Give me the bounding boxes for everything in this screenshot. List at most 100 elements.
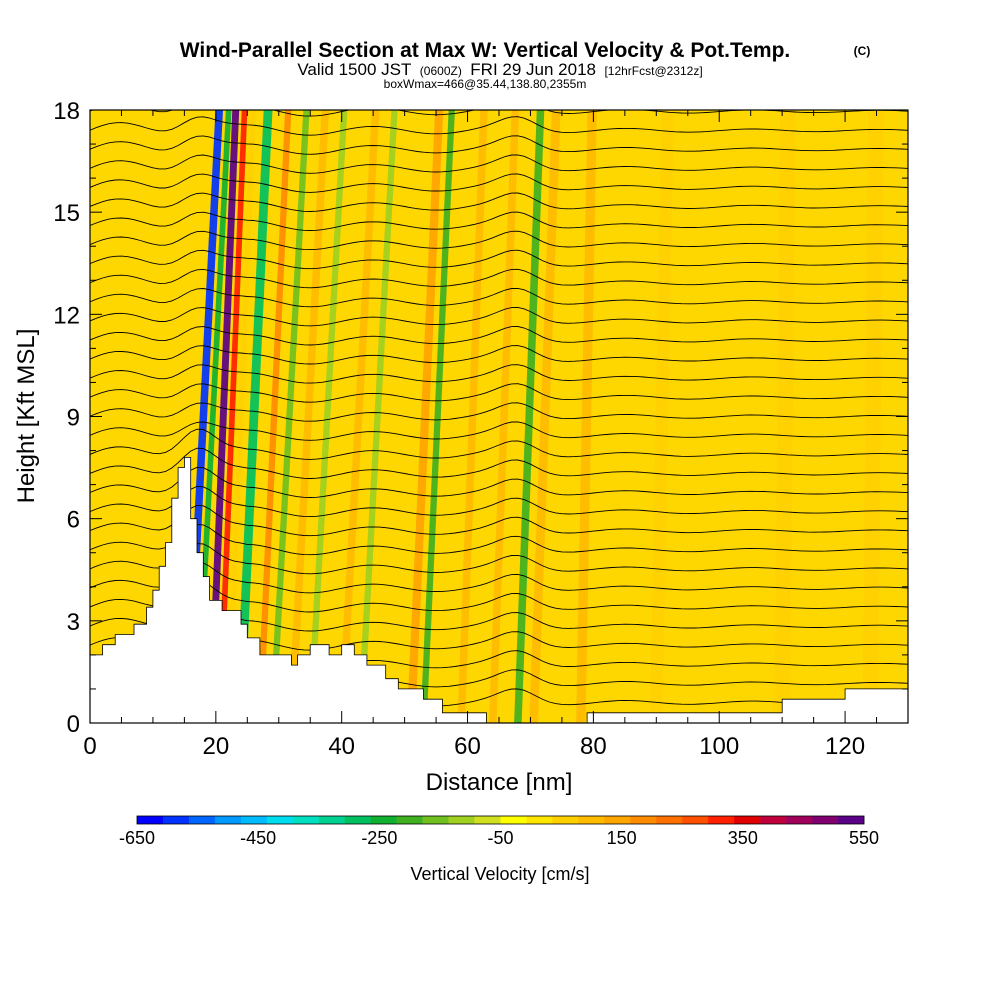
theta-contour-8 — [90, 524, 908, 556]
colorbar-tick-label: -450 — [240, 828, 276, 848]
theta-contour-16 — [90, 383, 908, 403]
x-tick-label: 20 — [202, 733, 229, 760]
theta-contour-27 — [90, 173, 908, 193]
x-axis-title: Distance [nm] — [426, 769, 573, 796]
theta-contour-10 — [90, 485, 908, 518]
x-tick-label: 80 — [580, 733, 607, 760]
velocity-band-4 — [225, 110, 257, 723]
x-tick-label: 0 — [83, 733, 96, 760]
colorbar-swatch — [396, 816, 423, 824]
colorbar-swatch — [552, 816, 579, 824]
colorbar-swatch — [838, 816, 865, 824]
valid-fcst: [12hrFcst@2312z] — [604, 64, 702, 78]
theta-contour-11 — [90, 466, 908, 498]
colorbar-swatch — [786, 816, 813, 824]
valid-line: Valid 1500 JST (0600Z) FRI 29 Jun 2018 [… — [297, 60, 702, 79]
colorbar-swatch — [266, 816, 294, 824]
colorbar-swatch — [292, 816, 320, 824]
velocity-band-17 — [529, 110, 561, 723]
theta-contour-12 — [90, 447, 908, 479]
y-tick-label: 15 — [53, 200, 80, 227]
theta-contour-20 — [90, 306, 908, 327]
x-tick-label: 120 — [825, 733, 865, 760]
colorbar-title: Vertical Velocity [cm/s] — [410, 864, 589, 884]
velocity-band-9 — [307, 110, 348, 723]
valid-date: FRI 29 Jun 2018 — [470, 60, 596, 79]
colorbar-swatch — [162, 816, 190, 824]
y-tick-label: 0 — [67, 711, 80, 738]
colorbar-tick-label: 550 — [849, 828, 879, 848]
y-axis: 0 3 6 9 12 15 18 — [53, 98, 908, 738]
box-info: boxWmax=466@35.44,138.80,2355m — [384, 77, 587, 91]
colorbar-swatch — [188, 816, 216, 824]
theta-contour-25 — [90, 211, 908, 231]
theta-contour-30 — [90, 116, 908, 136]
theta-contour-6 — [90, 562, 908, 594]
velocity-band-2 — [207, 110, 240, 723]
colorbar-tick-label: -50 — [487, 828, 513, 848]
colorbar-swatch — [734, 816, 761, 824]
colorbar — [136, 815, 865, 825]
terrain-mask — [90, 457, 908, 723]
theta-contour-5 — [90, 581, 908, 613]
velocity-band-6 — [256, 110, 292, 723]
velocity-band-7 — [269, 110, 310, 723]
colorbar-tick-label: 350 — [728, 828, 758, 848]
theta-contour-23 — [90, 249, 908, 270]
velocity-band-10 — [337, 110, 380, 723]
colorbar-swatch — [656, 816, 683, 824]
colorbar-frame — [136, 815, 865, 825]
velocity-band-15 — [488, 110, 520, 723]
velocity-band-13 — [420, 110, 455, 723]
colorbar-tick-label: -650 — [119, 828, 155, 848]
y-tick-label: 6 — [67, 507, 80, 534]
velocity-band-12 — [406, 110, 444, 723]
theta-contour-28 — [90, 154, 908, 174]
theta-contour-15 — [90, 402, 908, 422]
velocity-band-3 — [216, 110, 248, 723]
colorbar-swatch — [708, 816, 735, 824]
colorbar-swatch — [344, 816, 371, 824]
colorbar-swatch — [578, 816, 605, 824]
theta-contour-18 — [90, 345, 908, 365]
theta-contour-22 — [90, 268, 908, 289]
colorbar-tick-label: -250 — [361, 828, 397, 848]
chart-title: Wind-Parallel Section at Max W: Vertical… — [180, 39, 791, 62]
theta-contour-17 — [90, 364, 908, 384]
theta-contour-26 — [90, 192, 908, 212]
velocity-band-11 — [357, 110, 398, 723]
title-mark: (C) — [854, 44, 871, 58]
colorbar-swatch — [500, 816, 527, 824]
y-tick-label: 12 — [53, 302, 80, 329]
colorbar-swatch — [526, 816, 553, 824]
theta-contour-14 — [90, 421, 908, 441]
colorbar-swatch — [682, 816, 709, 824]
x-tick-label: 40 — [328, 733, 355, 760]
colorbar-swatch — [318, 816, 346, 824]
valid-prefix: Valid 1500 JST — [297, 60, 411, 79]
colorbar-tick-label: 150 — [607, 828, 637, 848]
colorbar-swatch — [137, 816, 164, 824]
x-tick-label: 100 — [699, 733, 739, 760]
velocity-band-18 — [576, 110, 597, 723]
colorbar-swatch — [214, 816, 242, 824]
colorbar-swatch — [474, 816, 501, 824]
theta-contour-13 — [90, 428, 908, 460]
valid-utc: (0600Z) — [420, 64, 462, 78]
colorbar-swatch — [370, 816, 397, 824]
theta-contour-24 — [90, 230, 908, 251]
y-tick-label: 9 — [67, 405, 80, 432]
theta-contour-19 — [90, 326, 908, 346]
colorbar-tick-labels: -650 -450 -250 -50 150 350 550 — [119, 828, 879, 848]
theta-contour-7 — [90, 543, 908, 575]
colorbar-swatch — [812, 816, 839, 824]
theta-contour-21 — [90, 287, 908, 308]
theta-contour-9 — [90, 504, 908, 537]
plot-area — [90, 110, 908, 723]
colorbar-swatch — [448, 816, 475, 824]
colorbar-swatch — [422, 816, 449, 824]
velocity-band-16 — [514, 110, 545, 723]
y-tick-label: 18 — [53, 98, 80, 125]
colorbar-swatch — [240, 816, 268, 824]
